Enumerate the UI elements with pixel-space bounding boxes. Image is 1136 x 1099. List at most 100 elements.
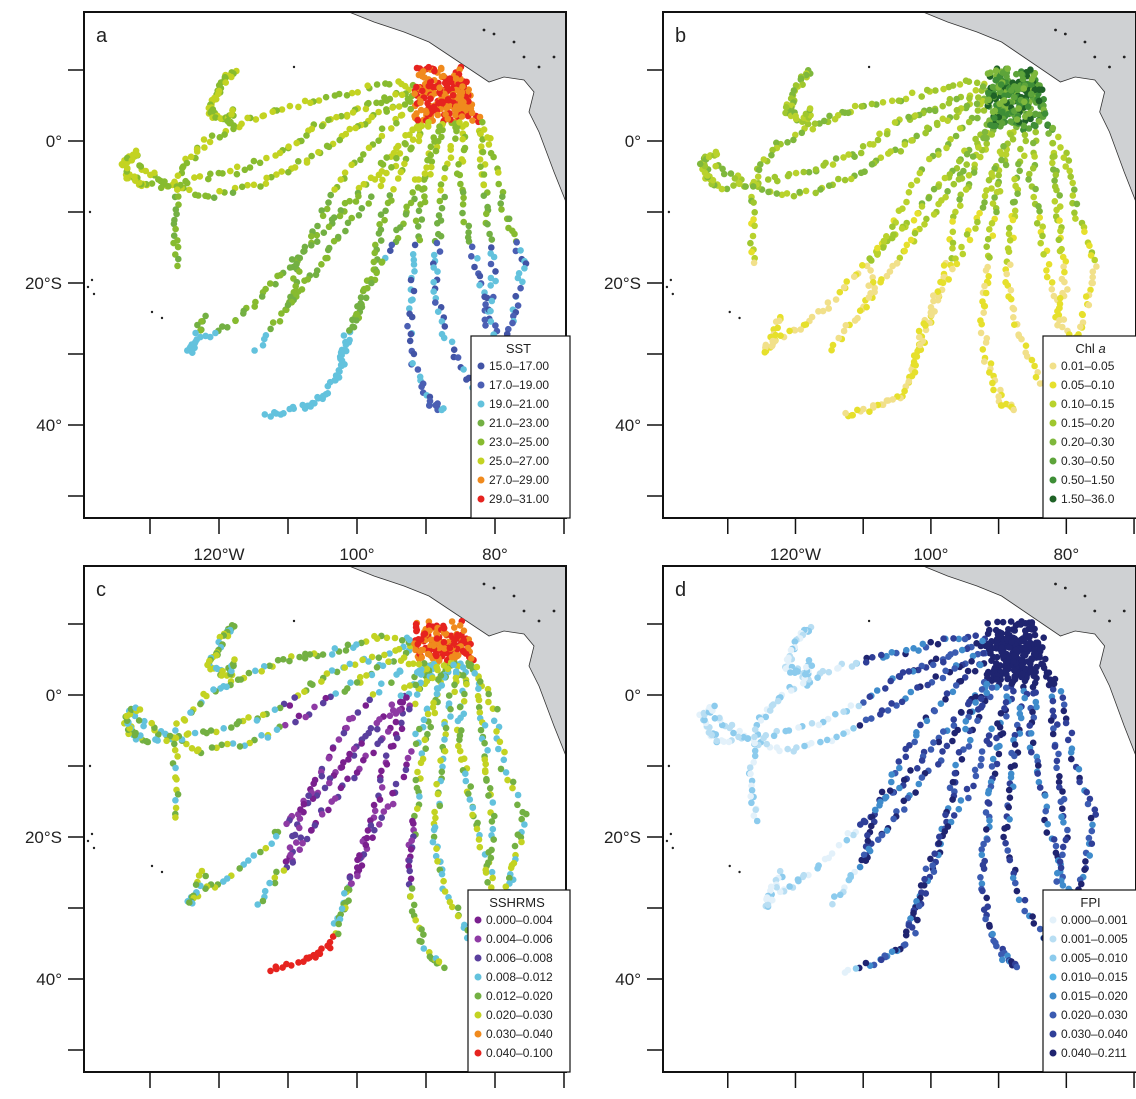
legend: FPI 0.000–0.001 0.001–0.005 0.005–0.010 0.01… xyxy=(1042,889,1136,1073)
legend-swatch xyxy=(474,973,482,981)
panel-label: a xyxy=(96,25,108,47)
legend-item: 0.001–0.005 xyxy=(1061,932,1128,946)
legend-item: 17.0–19.00 xyxy=(489,378,549,392)
track-points xyxy=(118,63,530,420)
panel-d: 0°20°S40°120°W100°80°dFPI0.000–0.0010.00… xyxy=(604,565,1136,1088)
legend-title: Chl a xyxy=(1075,341,1105,356)
legend-swatch xyxy=(477,495,485,503)
panel-frame xyxy=(662,565,1136,1073)
legend-swatch xyxy=(474,992,482,1000)
legend-item: 0.15–0.20 xyxy=(1061,416,1115,430)
legend-item: 0.030–0.040 xyxy=(1061,1027,1128,1041)
legend-item: 27.0–29.00 xyxy=(489,473,549,487)
legend-item: 0.012–0.020 xyxy=(486,989,553,1003)
panel-frame xyxy=(662,11,1136,519)
y-tick-label: 0° xyxy=(46,132,62,151)
legend-swatch xyxy=(477,457,485,465)
legend-swatch xyxy=(1049,992,1057,1000)
legend: Chl a 0.01–0.05 0.05–0.10 0.10–0.15 0.15–0.2… xyxy=(1042,335,1136,519)
legend-item: 0.030–0.040 xyxy=(486,1027,553,1041)
legend-item: 0.50–1.50 xyxy=(1061,473,1115,487)
y-tick-label: 0° xyxy=(625,132,641,151)
legend-swatch xyxy=(477,362,485,370)
legend-swatch xyxy=(474,935,482,943)
x-tick-label: 120°W xyxy=(770,545,821,564)
legend-item: 0.008–0.012 xyxy=(486,970,553,984)
y-tick-label: 20°S xyxy=(25,828,62,847)
panel-frame xyxy=(83,565,567,1073)
land-mass xyxy=(348,566,566,757)
legend-swatch xyxy=(1049,1030,1057,1038)
y-tick-label: 40° xyxy=(615,416,641,435)
legend-swatch xyxy=(474,1011,482,1019)
y-tick-label: 20°S xyxy=(25,274,62,293)
track-points xyxy=(696,65,1100,420)
legend-swatch xyxy=(1049,438,1057,446)
legend: SSHRMS 0.000–0.004 0.004–0.006 0.006–0.008 0… xyxy=(467,889,571,1073)
land-mass xyxy=(348,12,566,203)
legend-item: 19.0–21.00 xyxy=(489,397,549,411)
legend-item: 0.30–0.50 xyxy=(1061,454,1115,468)
y-tick-label: 40° xyxy=(36,970,62,989)
legend-item: 0.01–0.05 xyxy=(1061,359,1115,373)
legend-item: 29.0–31.00 xyxy=(489,492,549,506)
legend-swatch xyxy=(477,400,485,408)
legend-swatch xyxy=(1049,954,1057,962)
legend-item: 0.000–0.004 xyxy=(486,913,553,927)
legend-swatch xyxy=(477,438,485,446)
legend-item: 0.020–0.030 xyxy=(486,1008,553,1022)
panel-c: 0°20°S40°120°W100°80°cSSHRMS0.000–0.0040… xyxy=(25,565,571,1088)
legend-item: 0.006–0.008 xyxy=(486,951,553,965)
legend-swatch xyxy=(1049,457,1057,465)
x-tick-label: 120°W xyxy=(193,545,244,564)
y-tick-label: 0° xyxy=(46,686,62,705)
panel-a: 0° 20°S 40° 120°W 100° 80° a SST 15.0–17.00 17.0–… xyxy=(25,11,571,564)
panel-label: b xyxy=(675,25,686,47)
track-points xyxy=(121,617,530,975)
legend-item: 0.005–0.010 xyxy=(1061,951,1128,965)
legend-swatch xyxy=(1049,476,1057,484)
legend-swatch xyxy=(1049,916,1057,924)
y-tick-label: 40° xyxy=(615,970,641,989)
legend-item: 0.040–0.211 xyxy=(1061,1046,1127,1060)
legend-item: 0.05–0.10 xyxy=(1061,378,1115,392)
x-tick-label: 100° xyxy=(339,545,374,564)
legend-title: SSHRMS xyxy=(489,895,545,910)
x-tick-label: 80° xyxy=(482,545,508,564)
legend-swatch xyxy=(1049,495,1057,503)
legend-swatch xyxy=(1049,973,1057,981)
legend-swatch xyxy=(474,916,482,924)
legend-item: 0.020–0.030 xyxy=(1061,1008,1128,1022)
legend-swatch xyxy=(1049,381,1057,389)
legend-swatch xyxy=(1049,362,1057,370)
y-tick-label: 0° xyxy=(625,686,641,705)
legend-item: 0.004–0.006 xyxy=(486,932,553,946)
panel-frame xyxy=(83,11,567,519)
y-tick-label: 40° xyxy=(36,416,62,435)
legend-title: SST xyxy=(506,341,531,356)
legend-swatch xyxy=(474,954,482,962)
legend-item: 0.20–0.30 xyxy=(1061,435,1115,449)
x-tick-label: 80° xyxy=(1053,545,1079,564)
legend-swatch xyxy=(474,1049,482,1057)
x-tick-label: 100° xyxy=(913,545,948,564)
legend-item: 0.010–0.015 xyxy=(1061,970,1128,984)
legend-item: 0.10–0.15 xyxy=(1061,397,1115,411)
panel-label: d xyxy=(675,579,686,601)
legend-swatch xyxy=(1049,400,1057,408)
legend-item: 0.000–0.001 xyxy=(1061,913,1128,927)
land-mass xyxy=(922,566,1136,757)
legend-swatch xyxy=(1049,419,1057,427)
panel-label: c xyxy=(96,579,106,601)
legend-item: 21.0–23.00 xyxy=(489,416,549,430)
legend-item: 23.0–25.00 xyxy=(489,435,549,449)
legend-swatch xyxy=(1049,1049,1057,1057)
legend-item: 25.0–27.00 xyxy=(489,454,549,468)
legend-swatch xyxy=(477,476,485,484)
legend-swatch xyxy=(474,1030,482,1038)
legend-swatch xyxy=(1049,935,1057,943)
y-tick-label: 20°S xyxy=(604,828,641,847)
track-points xyxy=(696,618,1099,976)
